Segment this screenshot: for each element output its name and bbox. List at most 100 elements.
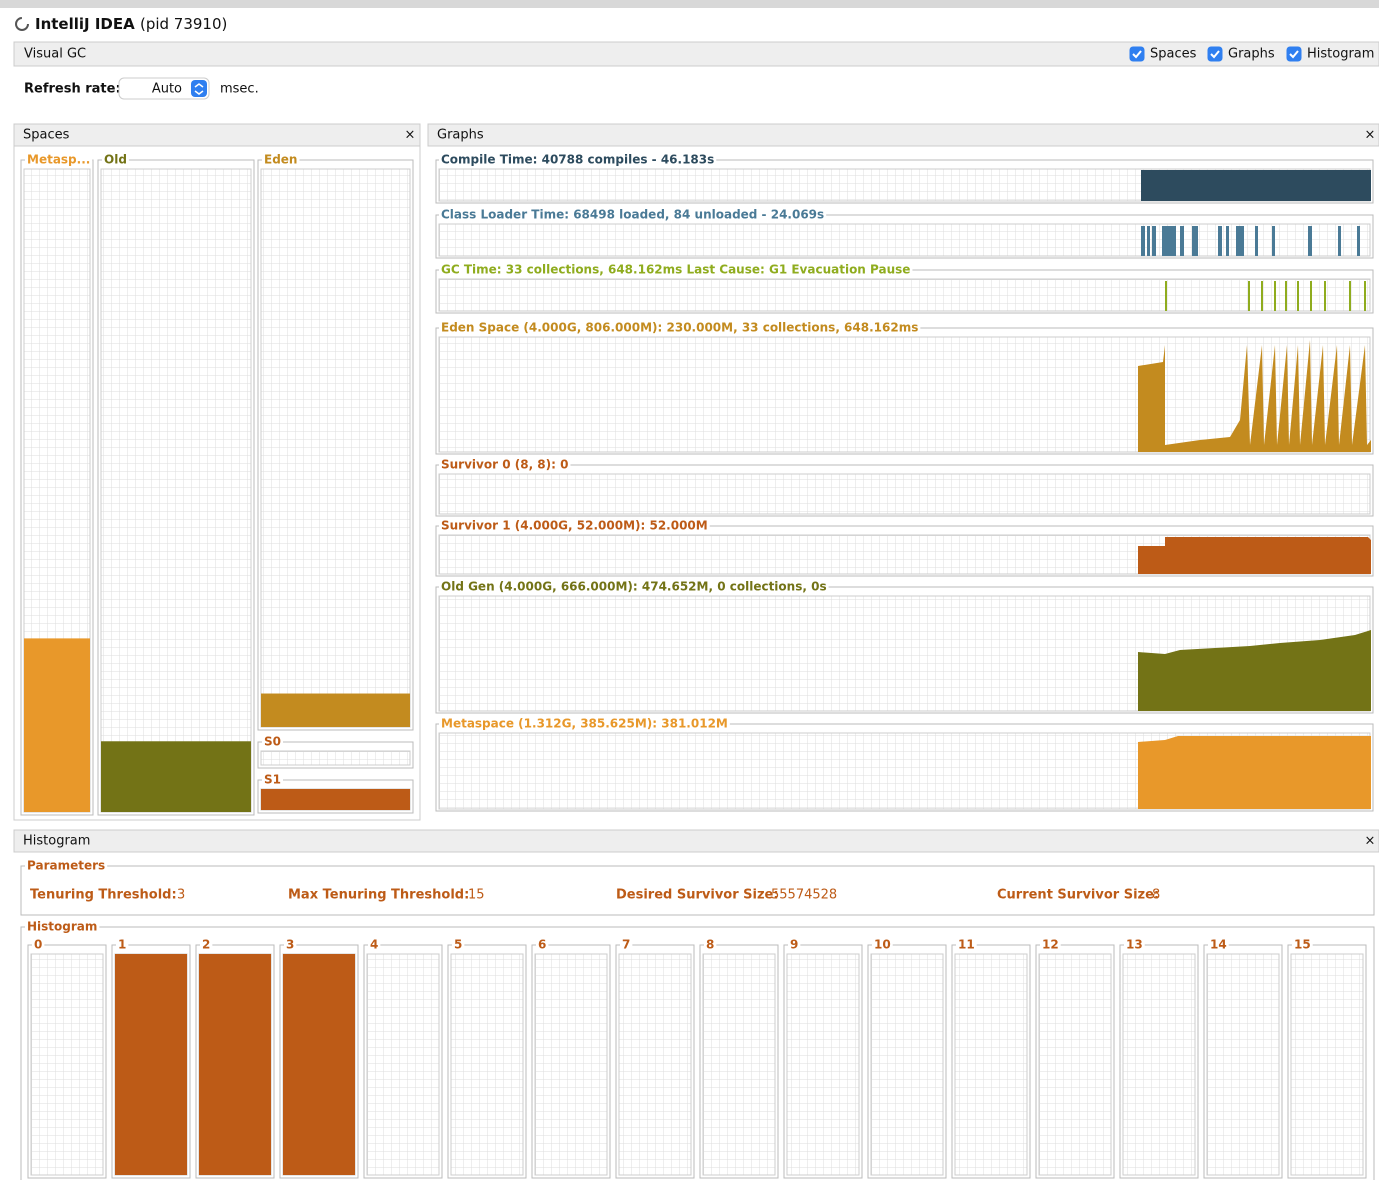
age-label: 13 — [1126, 938, 1143, 952]
group-box — [951, 944, 1031, 1179]
label-bg — [439, 457, 571, 472]
label-bg — [439, 579, 829, 594]
classloader-trace — [1141, 226, 1360, 256]
label-bg — [439, 320, 921, 335]
checkmark — [1210, 50, 1220, 59]
title-bar — [0, 8, 1379, 40]
group-box — [435, 464, 1374, 517]
group-label: Parameters — [27, 859, 105, 873]
label-bg — [262, 152, 300, 167]
select-arrow — [191, 80, 207, 97]
param-label: Tenuring Threshold: — [30, 888, 177, 903]
graphs-title: Graphs — [437, 128, 484, 143]
group-box — [97, 159, 255, 816]
label-bg — [439, 207, 827, 222]
group-label: Histogram — [27, 920, 97, 934]
spaces-panel — [13, 145, 421, 821]
grid-area — [954, 953, 1028, 1176]
label-bg — [284, 937, 297, 952]
age-label: 1 — [118, 938, 126, 952]
close-button[interactable]: × — [405, 128, 416, 143]
checkbox[interactable] — [1129, 46, 1145, 62]
label-bg — [25, 152, 93, 167]
grid-area — [618, 953, 692, 1176]
label-bg — [262, 734, 283, 749]
graph-label: Old Gen (4.000G, 666.000M): 474.652M, 0 … — [441, 580, 827, 594]
refresh-label: Refresh rate: — [24, 82, 121, 97]
grid-area — [438, 278, 1371, 312]
param-value: 55574528 — [771, 888, 837, 903]
label-bg — [262, 772, 283, 787]
window-title: IntelliJ IDEA (pid 73910) — [35, 15, 227, 33]
age-label: 12 — [1042, 938, 1059, 952]
grid-area — [702, 953, 776, 1176]
grid-area — [450, 953, 524, 1176]
param-value: 15 — [468, 888, 485, 903]
close-button[interactable]: × — [1365, 834, 1376, 849]
label-bg — [1292, 937, 1313, 952]
label-bg — [102, 152, 129, 167]
age-label: 14 — [1210, 938, 1227, 952]
group-box — [699, 944, 779, 1179]
group-box — [1287, 944, 1367, 1179]
graph-label: Survivor 0 (8, 8): 0 — [441, 458, 568, 472]
refresh-select[interactable] — [118, 77, 210, 100]
grid-area — [100, 168, 252, 813]
label-bg — [536, 937, 549, 952]
param-value: 8 — [1152, 888, 1160, 903]
group-box — [1119, 944, 1199, 1179]
grid-area — [30, 953, 104, 1176]
age-label: 4 — [370, 938, 378, 952]
group-box — [257, 159, 414, 731]
label-bg — [439, 716, 730, 731]
grid-area — [1206, 953, 1280, 1176]
grid-area — [1038, 953, 1112, 1176]
graph-label: Survivor 1 (4.000G, 52.000M): 52.000M — [441, 519, 708, 533]
age-label: 2 — [202, 938, 210, 952]
age-bar — [199, 954, 271, 1175]
age-label: 11 — [958, 938, 975, 952]
group-box — [257, 741, 414, 769]
checkmark — [1289, 50, 1299, 59]
top-strip — [0, 0, 1379, 8]
group-box — [1035, 944, 1115, 1179]
graph-label: Compile Time: 40788 compiles - 46.183s — [441, 153, 714, 167]
label-bg — [704, 937, 717, 952]
space-fill — [261, 693, 410, 727]
label-bg — [25, 919, 100, 934]
space-label: S0 — [264, 735, 281, 749]
group-box — [435, 214, 1374, 259]
group-box — [435, 159, 1374, 204]
graph-label: Class Loader Time: 68498 loaded, 84 unlo… — [441, 208, 824, 222]
oldgen-trace — [1138, 630, 1371, 711]
group-box — [435, 586, 1374, 714]
graph-label: Eden Space (4.000G, 806.000M): 230.000M,… — [441, 321, 918, 335]
checkbox[interactable] — [1286, 46, 1302, 62]
age-bar — [115, 954, 187, 1175]
close-button[interactable]: × — [1365, 128, 1376, 143]
label-bg — [439, 518, 710, 533]
refresh-value: Auto — [152, 82, 182, 97]
group-box — [27, 944, 107, 1179]
param-label: Max Tenuring Threshold: — [288, 888, 469, 903]
group-box — [20, 865, 1375, 916]
param-label: Current Survivor Size: — [997, 888, 1159, 903]
group-box — [257, 779, 414, 814]
age-label: 6 — [538, 938, 546, 952]
age-label: 8 — [706, 938, 714, 952]
group-box — [531, 944, 611, 1179]
histogram-title: Histogram — [23, 834, 90, 849]
checkbox[interactable] — [1207, 46, 1223, 62]
checkmark — [1132, 50, 1142, 59]
label-bg — [25, 858, 108, 873]
group-box — [447, 944, 527, 1179]
param-value: 3 — [177, 888, 185, 903]
space-fill — [261, 789, 410, 810]
graph-traces — [1138, 170, 1371, 809]
group-box — [435, 525, 1374, 577]
space-fill — [101, 741, 251, 812]
histogram-header — [13, 829, 1379, 853]
group-box — [1203, 944, 1283, 1179]
grid-area — [870, 953, 944, 1176]
arrow-icon — [194, 83, 204, 95]
